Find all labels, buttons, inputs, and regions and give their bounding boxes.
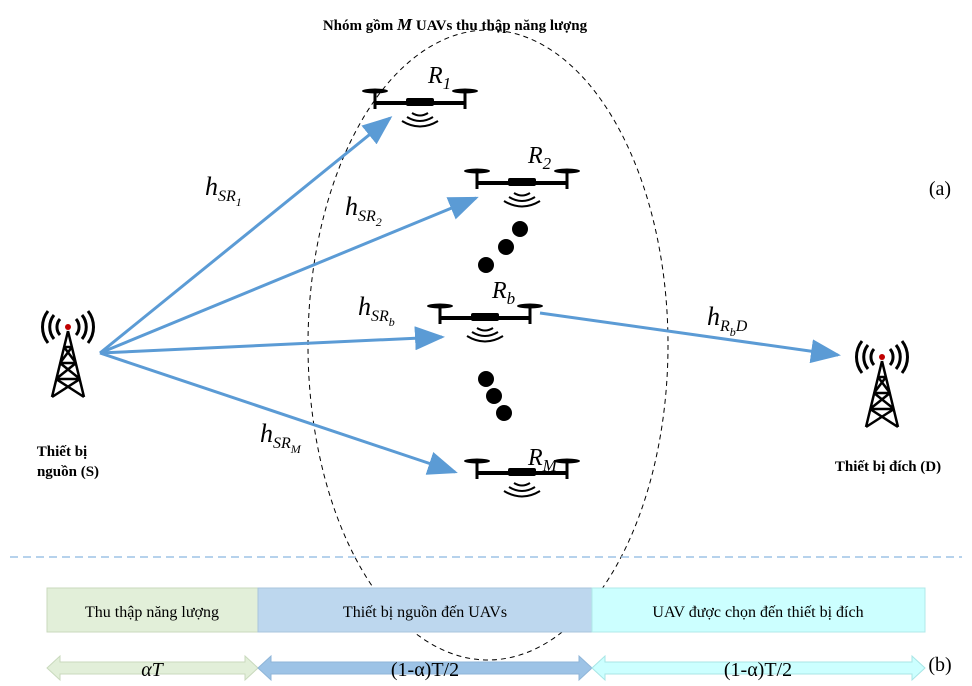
uav-label-sub: 1 [443,74,452,93]
part-label: (a) [929,178,951,200]
duration-label: (1-α)T/2 [724,659,792,681]
uav-label: Rb [491,278,515,308]
uav-label-base: R [491,278,507,304]
destination-label: Thiết bị đích (D) [835,459,941,475]
uav-group [308,30,668,660]
channel-label: hSR2 [345,192,382,229]
channel-sub: D [735,318,748,335]
channel-subsub: 1 [236,195,242,209]
channel-base: h [358,292,371,321]
uav-label-sub: b [507,289,516,308]
channel-base: h [345,192,358,221]
part-label: (b) [928,654,951,676]
uav-b [427,304,543,342]
channel-subsub: M [290,442,302,456]
layout [10,30,962,680]
uav-label: R2 [527,143,552,173]
source-label: Thiết bị [37,444,87,460]
duration-label: (1-α)T/2 [391,659,459,681]
phase-label: UAV được chọn đến thiết bị đích [652,604,863,621]
channel-base: h [260,419,273,448]
duration-label: αT [141,659,164,681]
source-label: nguồn (S) [37,464,99,480]
phase-label: Thu thập năng lượng [85,604,219,621]
uav-m [464,459,580,497]
source-tower [42,311,93,397]
uav-label-sub: M [542,456,558,475]
channel-base: h [205,172,218,201]
uav-2 [464,169,580,207]
channel-base: h [707,302,720,331]
uav-label-base: R [527,143,543,169]
channel-sub: SR [273,435,291,452]
channel-label: hSRM [260,419,302,456]
uav-label: R1 [427,63,451,93]
uav-label-sub: 2 [543,154,552,173]
channel-sub: SR [371,308,389,325]
channel-sub: SR [218,188,236,205]
uav-label: RM [527,445,558,475]
channel-sub: SR [358,208,376,225]
channel-label: hSRb [358,292,395,329]
destination-tower [856,341,907,427]
uav-label-base: R [427,63,443,89]
uav-label-base: R [527,445,543,471]
channel-label: hSR1 [205,172,242,209]
phase-label: Thiết bị nguồn đến UAVs [343,604,507,621]
channel-subsub: 2 [376,215,382,229]
channel-subsub: b [389,315,395,329]
channel-sub: R [719,318,730,335]
channel-label: hRbD [707,302,748,339]
title: Nhóm gồm M UAVs thu thập năng lượng [323,15,588,34]
diagram: Nhóm gồm M UAVs thu thập năng lượng (a) … [0,0,972,686]
